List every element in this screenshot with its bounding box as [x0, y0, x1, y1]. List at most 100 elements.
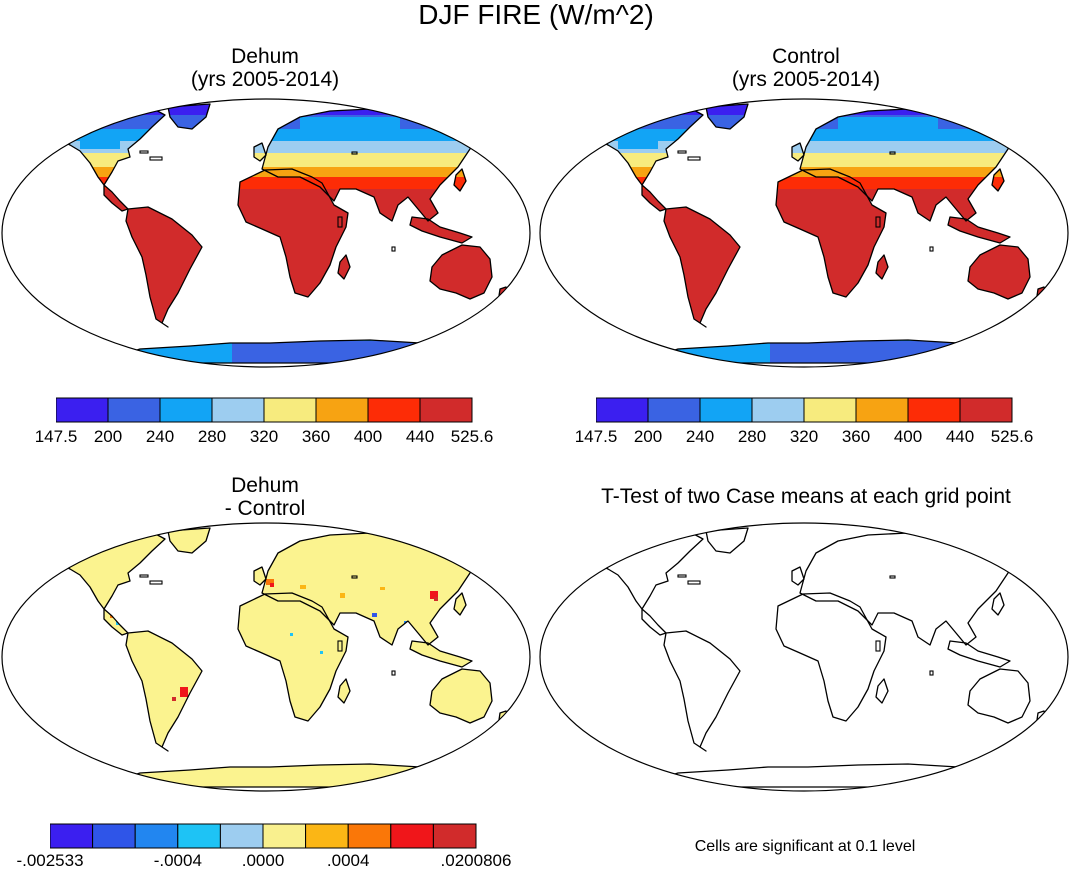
colorbar-label: -.002533	[16, 851, 84, 870]
colorbar-label: 360	[301, 427, 331, 446]
colorbar-label: 525.6	[990, 427, 1034, 446]
map-difference	[1, 522, 531, 792]
panel-title-line1: Dehum	[231, 45, 299, 68]
colorbar-box	[367, 397, 421, 423]
coastline-indonesia	[409, 216, 473, 244]
colorbar-box	[92, 823, 136, 849]
coastline-madagascar	[337, 678, 351, 704]
colorbar-box	[159, 397, 213, 423]
coastline-australia	[967, 244, 1031, 300]
colorbar-box	[803, 397, 857, 423]
colorbar-label: -.0004	[153, 851, 202, 870]
colorbar-label: 440	[945, 427, 975, 446]
coastline-japan	[453, 168, 467, 192]
colorbar-label: 360	[841, 427, 871, 446]
panel-title-dehum: Dehum (yrs 2005-2014)	[115, 45, 415, 91]
difference-cell	[290, 633, 293, 636]
panel-title-line2: (yrs 2005-2014)	[731, 68, 881, 91]
coastline-africa	[775, 592, 887, 722]
colorbar-box	[211, 397, 265, 423]
coastline-africa	[237, 168, 349, 298]
lake-outline	[687, 580, 701, 585]
coastline-madagascar	[337, 254, 351, 280]
coastline-sa	[125, 206, 203, 328]
lake-outline	[337, 216, 343, 228]
lake-outline	[149, 580, 163, 585]
colorbar-box	[315, 397, 369, 423]
coastline-uk	[253, 142, 267, 162]
map-ttest	[539, 522, 1069, 792]
colorbar-labels-dehum: 147.5 200 240 280 320 360 400 440 525.6	[35, 427, 494, 448]
coastline-indonesia	[409, 640, 473, 668]
coastline-greenland	[167, 527, 211, 554]
figure-title: DJF FIRE (W/m^2)	[418, 0, 654, 30]
coastline-africa	[237, 592, 349, 722]
colorbar-dehum	[56, 397, 473, 423]
map-dehum	[1, 98, 531, 368]
colorbar-label: 147.5	[34, 427, 78, 446]
coastline-madagascar	[875, 254, 889, 280]
colorbar-label: .0004	[326, 851, 370, 870]
colorbar-box	[107, 397, 161, 423]
coastline-japan	[991, 592, 1005, 616]
colorbar-label: 200	[633, 427, 663, 446]
coastline-africa	[775, 168, 887, 298]
coastline-sa	[663, 206, 741, 328]
colorbar-label: 200	[93, 427, 123, 446]
temperature-band	[600, 167, 1048, 177]
coastline-greenland	[167, 103, 211, 130]
panel-title-line2: - Control	[224, 497, 306, 520]
panel-title-ttest: T-Test of two Case means at each grid po…	[601, 485, 1011, 508]
colorbar-box	[263, 397, 317, 423]
colorbar-box	[596, 397, 649, 423]
colorbar-label: 400	[353, 427, 383, 446]
lake-outline	[929, 670, 934, 676]
temperature-band	[80, 137, 120, 149]
lake-outline	[929, 246, 934, 252]
coastline-eurasia	[261, 104, 477, 222]
coastline-ca	[641, 184, 667, 212]
coastline-greenland	[705, 103, 749, 130]
coastline-australia	[429, 668, 493, 724]
map-border	[1, 98, 531, 368]
map-border	[539, 522, 1069, 792]
colorbar-box	[219, 823, 264, 849]
map-border	[1, 522, 531, 792]
colorbar-box	[50, 823, 94, 849]
colorbar-box	[419, 397, 473, 423]
colorbar-box	[699, 397, 753, 423]
colorbar-box	[647, 397, 701, 423]
colorbar-box	[751, 397, 805, 423]
coastline-japan	[991, 168, 1005, 192]
colorbar-label: 280	[737, 427, 767, 446]
colorbar-labels-control: 147.5 200 240 280 320 360 400 440 525.6	[575, 427, 1034, 448]
lake-outline	[139, 150, 149, 154]
difference-cell	[270, 583, 274, 587]
difference-cell	[434, 597, 438, 601]
significance-note: Cells are significant at 0.1 level	[694, 838, 916, 855]
temperature-band	[62, 167, 510, 177]
panel-title-difference: Dehum - Control	[115, 474, 415, 520]
lake-outline	[875, 216, 881, 228]
coastline-australia	[429, 244, 493, 300]
colorbar-box	[347, 823, 392, 849]
colorbar-control	[596, 397, 1013, 423]
lake-outline	[889, 151, 896, 155]
coastline-madagascar	[875, 678, 889, 704]
difference-cell	[172, 697, 176, 701]
difference-cell	[380, 587, 385, 590]
coastline-ca	[103, 184, 129, 212]
colorbar-label: 280	[197, 427, 227, 446]
coastline-ca	[641, 608, 667, 636]
colorbar-box	[907, 397, 961, 423]
lake-outline	[889, 575, 896, 579]
lake-outline	[391, 670, 396, 676]
coastline-uk	[253, 566, 267, 586]
panel-title-line1: Control	[772, 45, 840, 68]
colorbar-label: 320	[789, 427, 819, 446]
colorbar-box	[56, 397, 109, 423]
colorbar-label: 440	[405, 427, 435, 446]
colorbar-box	[959, 397, 1013, 423]
difference-cell	[300, 585, 306, 589]
colorbar-box	[390, 823, 434, 849]
